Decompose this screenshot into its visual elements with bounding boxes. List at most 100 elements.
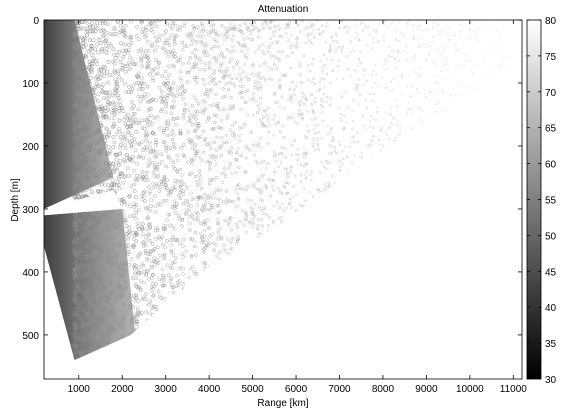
field-speckle xyxy=(190,265,195,269)
field-speckle xyxy=(149,289,154,294)
field-speckle xyxy=(219,188,223,192)
field-speckle xyxy=(441,64,444,67)
field-speckle xyxy=(454,74,457,77)
field-speckle xyxy=(268,44,272,47)
field-speckle xyxy=(111,100,116,105)
field-speckle xyxy=(103,167,108,172)
field-speckle xyxy=(105,127,110,132)
field-speckle xyxy=(102,32,107,37)
field-speckle xyxy=(460,23,463,25)
field-speckle xyxy=(139,94,144,99)
field-speckle xyxy=(149,107,154,111)
field-speckle xyxy=(87,238,92,242)
field-speckle xyxy=(273,150,276,154)
field-speckle xyxy=(107,217,112,222)
field-speckle xyxy=(163,47,167,52)
field-speckle xyxy=(288,88,292,92)
field-speckle xyxy=(267,141,270,145)
field-speckle xyxy=(356,140,360,144)
field-speckle xyxy=(364,24,367,27)
field-speckle xyxy=(432,22,435,25)
field-speckle xyxy=(293,174,297,178)
field-speckle xyxy=(274,57,278,60)
field-speckle xyxy=(284,26,287,30)
field-speckle xyxy=(221,87,225,91)
field-speckle xyxy=(278,78,282,82)
field-speckle xyxy=(144,310,149,314)
field-speckle xyxy=(214,57,218,61)
field-speckle xyxy=(120,138,125,143)
field-speckle xyxy=(117,288,122,293)
field-speckle xyxy=(125,202,130,207)
field-speckle xyxy=(141,232,145,237)
field-speckle xyxy=(208,61,212,65)
field-speckle xyxy=(181,272,185,276)
field-speckle xyxy=(329,43,333,47)
field-speckle xyxy=(126,252,130,257)
field-speckle xyxy=(338,117,342,120)
field-speckle xyxy=(93,311,98,316)
field-speckle xyxy=(392,50,395,53)
field-speckle xyxy=(434,81,437,84)
field-speckle xyxy=(286,98,290,102)
field-speckle xyxy=(444,46,447,49)
field-speckle xyxy=(289,205,293,209)
field-speckle xyxy=(113,32,118,36)
field-speckle xyxy=(197,155,202,160)
field-speckle xyxy=(131,213,136,218)
field-speckle xyxy=(159,180,164,184)
field-speckle xyxy=(78,248,83,253)
field-speckle xyxy=(251,113,255,117)
field-speckle xyxy=(353,69,356,72)
field-speckle xyxy=(419,107,422,110)
field-speckle xyxy=(214,155,219,159)
field-speckle xyxy=(277,50,281,54)
field-speckle xyxy=(369,125,372,128)
field-speckle xyxy=(168,279,173,283)
field-speckle xyxy=(107,265,112,269)
field-speckle xyxy=(458,24,461,26)
field-speckle xyxy=(104,50,109,55)
field-speckle xyxy=(153,35,158,40)
field-speckle xyxy=(88,81,93,86)
field-speckle xyxy=(208,161,212,165)
field-speckle xyxy=(101,27,106,32)
field-speckle xyxy=(104,114,109,119)
field-speckle xyxy=(237,196,241,200)
field-speckle xyxy=(180,224,184,228)
field-speckle xyxy=(98,189,103,194)
field-speckle xyxy=(411,127,414,130)
field-speckle xyxy=(340,149,344,153)
field-speckle xyxy=(173,182,177,186)
field-speckle xyxy=(125,116,130,121)
field-speckle xyxy=(372,69,375,72)
field-speckle xyxy=(416,37,419,40)
field-speckle xyxy=(80,188,85,193)
field-speckle xyxy=(108,32,113,37)
field-speckle xyxy=(187,61,191,65)
field-speckle xyxy=(87,293,92,298)
field-speckle xyxy=(150,76,155,80)
field-speckle xyxy=(177,193,181,198)
field-speckle xyxy=(73,151,78,156)
field-speckle xyxy=(154,307,159,312)
field-speckle xyxy=(162,41,167,45)
field-speckle xyxy=(82,264,87,268)
field-speckle xyxy=(170,92,174,96)
field-speckle xyxy=(317,89,321,93)
field-speckle xyxy=(205,30,209,34)
field-speckle xyxy=(111,47,116,52)
field-speckle xyxy=(99,135,104,140)
field-speckle xyxy=(340,51,344,54)
field-speckle xyxy=(145,256,150,261)
field-speckle xyxy=(356,34,360,37)
field-speckle xyxy=(130,276,135,280)
field-speckle xyxy=(300,117,304,121)
field-speckle xyxy=(140,118,145,123)
field-speckle xyxy=(84,290,89,295)
field-speckle xyxy=(108,102,113,107)
field-speckle xyxy=(130,158,134,163)
field-speckle xyxy=(73,194,79,199)
field-speckle xyxy=(111,116,116,121)
field-speckle xyxy=(182,143,186,147)
